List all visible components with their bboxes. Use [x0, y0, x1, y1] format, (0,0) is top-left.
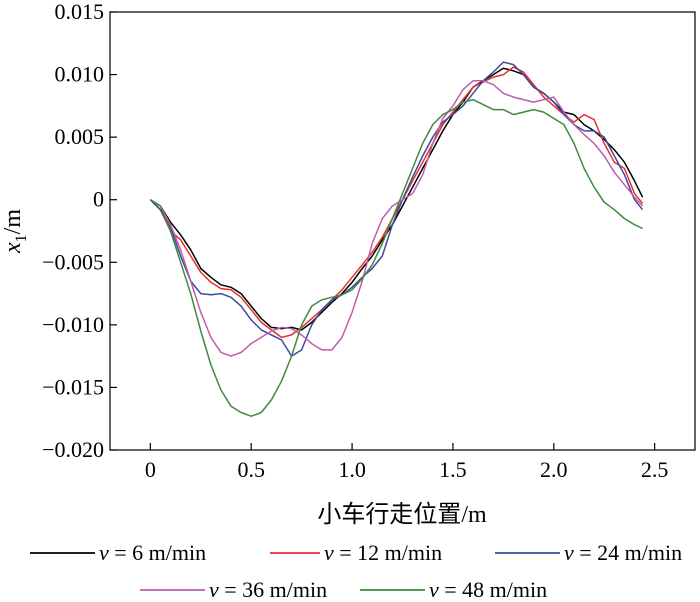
axis-ticks: 0 0.5 1.0 1.5 2.0 2.5 0.015 0.010 0.005 0 −0.005 −0…: [42, 0, 668, 482]
y-tick-label: 0.015: [55, 0, 105, 24]
series-line-3: [149, 80, 644, 357]
x-tick-label: 2.0: [540, 457, 568, 482]
y-tick-label: 0: [93, 187, 104, 212]
series-line-2: [149, 61, 644, 357]
y-tick-label: −0.005: [42, 249, 104, 274]
y-axis-title: x1/m: [0, 209, 30, 254]
y-tick-label: 0.010: [55, 62, 105, 87]
y-tick-label: −0.015: [42, 374, 104, 399]
legend-label: v = 48 m/min: [429, 577, 547, 602]
legend-label: v = 12 m/min: [324, 540, 442, 565]
x-tick-label: 1.5: [439, 457, 467, 482]
y-axis-title-unit: /m: [0, 209, 26, 235]
y-axis-title-sub: 1: [13, 234, 30, 242]
series-line-0: [149, 67, 644, 331]
y-axis-title-var: x: [0, 242, 26, 254]
y-tick-label: −0.010: [42, 312, 104, 337]
series-line-1: [149, 66, 644, 339]
legend: v = 6 m/min v = 12 m/min v = 24 m/min v = 3…: [30, 540, 682, 602]
y-tick-label: −0.020: [42, 437, 104, 462]
plot-frame: [109, 11, 696, 451]
x-tick-label: 0: [145, 457, 156, 482]
legend-label: v = 6 m/min: [99, 540, 206, 565]
legend-label: v = 24 m/min: [564, 540, 682, 565]
legend-label: v = 36 m/min: [209, 577, 327, 602]
x-tick-label: 1.0: [338, 457, 366, 482]
y-tick-label: 0.005: [55, 124, 105, 149]
series-line-4: [149, 98, 643, 417]
x-tick-label: 2.5: [641, 457, 669, 482]
x-axis-title: 小车行走位置/m: [317, 501, 487, 528]
svg-text:x1/m: x1/m: [0, 209, 30, 254]
x-tick-label: 0.5: [237, 457, 265, 482]
series-lines: [149, 61, 644, 417]
